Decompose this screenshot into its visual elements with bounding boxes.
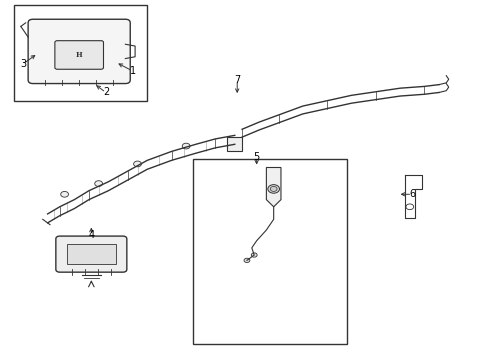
Circle shape xyxy=(133,161,141,167)
Bar xyxy=(67,244,116,264)
Circle shape xyxy=(244,258,249,262)
Text: H: H xyxy=(76,51,82,59)
Bar xyxy=(193,158,346,344)
Circle shape xyxy=(251,253,257,257)
Circle shape xyxy=(182,143,190,149)
Text: 2: 2 xyxy=(102,87,109,98)
Text: 6: 6 xyxy=(408,189,414,199)
Circle shape xyxy=(95,181,102,186)
Circle shape xyxy=(405,204,413,210)
FancyBboxPatch shape xyxy=(55,41,103,69)
FancyBboxPatch shape xyxy=(56,236,126,272)
Bar xyxy=(14,5,147,102)
Text: 1: 1 xyxy=(129,66,136,76)
Circle shape xyxy=(267,185,279,193)
Text: 7: 7 xyxy=(234,75,240,85)
Circle shape xyxy=(61,192,68,197)
Text: 5: 5 xyxy=(253,152,259,162)
FancyBboxPatch shape xyxy=(28,19,130,84)
Text: 4: 4 xyxy=(88,230,94,240)
Polygon shape xyxy=(266,167,281,207)
Bar xyxy=(227,137,242,152)
Text: 3: 3 xyxy=(20,59,26,69)
Circle shape xyxy=(270,186,277,192)
